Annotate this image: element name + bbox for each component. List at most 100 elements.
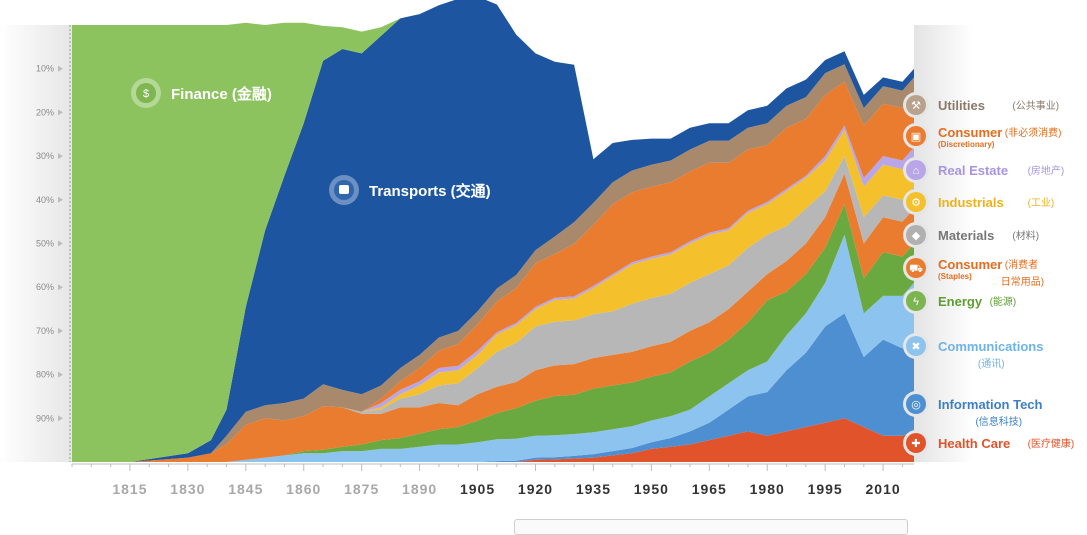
area-transports bbox=[72, 0, 914, 462]
cart-icon-glyph: ⛟ bbox=[909, 263, 923, 275]
legend-cn: (材料) bbox=[1012, 229, 1039, 242]
y-tick-arrow bbox=[58, 284, 63, 291]
legend-item-industrials[interactable]: ⚙ Industrials (工业) bbox=[903, 189, 1054, 215]
legend-item-communications[interactable]: ✖ Communications (通讯) bbox=[903, 333, 1043, 370]
diamond-icon-glyph: ◆ bbox=[912, 230, 921, 242]
area-consumer-discretionary bbox=[72, 81, 914, 463]
factory-icon-glyph: ⚙ bbox=[911, 197, 921, 209]
y-tick-label: 40% bbox=[36, 195, 54, 205]
money-bag-glyph: $ bbox=[143, 88, 149, 100]
legend-name: Materials bbox=[938, 228, 994, 243]
shopping-bag-icon bbox=[906, 126, 926, 146]
legend-name: Real Estate bbox=[938, 163, 1008, 178]
legend-name: Communications bbox=[938, 339, 1043, 354]
transports-band-label: Transports (交通) bbox=[329, 175, 491, 205]
x-tick-label: 1830 bbox=[170, 481, 205, 497]
x-tick-label: 1935 bbox=[576, 481, 611, 497]
y-tick-arrow bbox=[58, 153, 63, 160]
y-tick-label: 70% bbox=[36, 326, 54, 336]
legend-item-health-care[interactable]: ✚ Health Care (医疗健康) bbox=[903, 430, 1074, 456]
x-tick-label: 2010 bbox=[866, 481, 901, 497]
legend-cn: (通讯) bbox=[978, 358, 1005, 370]
legend-cn: (医疗健康) bbox=[1028, 437, 1075, 450]
legend-cn-2: 日常用品) bbox=[1001, 275, 1044, 288]
legend-item-consumer-discretionary[interactable]: ▣ Consumer(Discretionary) (非必须消费) bbox=[903, 123, 1061, 149]
x-tick-label: 1890 bbox=[402, 481, 437, 497]
x-tick-label: 1905 bbox=[460, 481, 495, 497]
legend-name: Health Care bbox=[938, 436, 1010, 451]
area-communications bbox=[72, 234, 914, 462]
y-tick-label: 80% bbox=[36, 370, 54, 380]
x-axis-ticks: 1815 1830 1845 1860 1875 1890 1905 1920 1935 1950… bbox=[71, 464, 903, 497]
money-bag-icon-inner bbox=[136, 83, 156, 103]
area-finance bbox=[72, 0, 914, 462]
area-health-care bbox=[72, 418, 914, 462]
area-industrials bbox=[72, 129, 914, 462]
y-tick-arrow bbox=[58, 196, 63, 203]
legend-cn: (房地产) bbox=[1028, 164, 1065, 177]
y-tick-label: 50% bbox=[36, 239, 54, 249]
y-tick-label: 20% bbox=[36, 107, 54, 117]
lightning-icon bbox=[906, 291, 926, 311]
y-tick-label: 60% bbox=[36, 282, 54, 292]
stacked-areas bbox=[72, 0, 914, 463]
legend-cn: (消费者 bbox=[1005, 258, 1038, 271]
x-tick-label: 1920 bbox=[518, 481, 553, 497]
y-tick-arrow bbox=[58, 415, 63, 422]
transports-label: Transports (交通) bbox=[369, 182, 491, 200]
legend-name: Consumer bbox=[938, 257, 1002, 272]
legend-item-materials[interactable]: ◆ Materials (材料) bbox=[903, 222, 1039, 248]
cross-icon-glyph: ✚ bbox=[911, 438, 920, 450]
legend-item-energy[interactable]: ϟ Energy (能源) bbox=[903, 288, 1016, 314]
y-axis-ticks: 10% 20% 30% 40% 50% 60% 70% 80% 90% bbox=[36, 64, 63, 423]
timeline-scroll-bar[interactable] bbox=[514, 519, 908, 535]
y-tick-arrow bbox=[58, 371, 63, 378]
y-tick-arrow bbox=[58, 65, 63, 72]
y-tick-label: 10% bbox=[36, 64, 54, 74]
x-tick-label: 1980 bbox=[750, 481, 785, 497]
y-tick-arrow bbox=[58, 109, 63, 116]
legend-name: Consumer bbox=[938, 125, 1002, 140]
train-glyph bbox=[339, 185, 349, 194]
lightning-icon-glyph: ϟ bbox=[913, 296, 919, 308]
satellite-icon-glyph: ✖ bbox=[911, 341, 920, 353]
x-tick-label: 1860 bbox=[286, 481, 321, 497]
y-tick-arrow bbox=[58, 327, 63, 334]
legend-cn: (公共事业) bbox=[1012, 99, 1059, 112]
cart-icon bbox=[906, 258, 926, 278]
area-information-tech bbox=[72, 313, 914, 462]
cross-icon bbox=[906, 433, 926, 453]
chip-icon-glyph: ◎ bbox=[911, 399, 921, 411]
legend-item-utilities[interactable]: ⚒ Utilities (公共事业) bbox=[903, 92, 1059, 118]
y-tick-label: 30% bbox=[36, 151, 54, 161]
x-tick-label: 1965 bbox=[692, 481, 727, 497]
shopping-bag-icon-glyph: ▣ bbox=[911, 131, 921, 143]
y-tick-arrow bbox=[58, 240, 63, 247]
chip-icon bbox=[906, 394, 926, 414]
legend-cn: (信息科技) bbox=[975, 415, 1022, 428]
legend-name: Industrials bbox=[938, 195, 1004, 210]
legend-cn: (工业) bbox=[1028, 197, 1055, 209]
x-tick-label: 1995 bbox=[808, 481, 843, 497]
building-icon-glyph: ⌂ bbox=[913, 165, 920, 177]
x-tick-label: 1845 bbox=[228, 481, 263, 497]
satellite-icon bbox=[906, 336, 926, 356]
legend-item-information-tech[interactable]: ◎ Information Tech (信息科技) bbox=[903, 391, 1043, 428]
sector-legend: ⚒ Utilities (公共事业)▣ Consumer(Discretionary)… bbox=[903, 92, 1074, 456]
factory-icon bbox=[906, 192, 926, 212]
legend-name: Information Tech bbox=[938, 397, 1043, 412]
legend-item-real-estate[interactable]: ⌂ Real Estate (房地产) bbox=[903, 157, 1064, 183]
y-tick-label: 90% bbox=[36, 413, 54, 423]
area-consumer-staples bbox=[72, 173, 914, 462]
diamond-icon bbox=[906, 225, 926, 245]
legend-subname: (Staples) bbox=[938, 272, 972, 281]
x-tick-label: 1875 bbox=[344, 481, 379, 497]
area-energy bbox=[72, 204, 914, 462]
area-materials bbox=[72, 156, 914, 462]
x-tick-label: 1815 bbox=[112, 481, 147, 497]
legend-name: Energy bbox=[938, 294, 983, 309]
x-tick-label: 1950 bbox=[634, 481, 669, 497]
finance-band-label: $ Finance (金融) bbox=[131, 78, 272, 108]
